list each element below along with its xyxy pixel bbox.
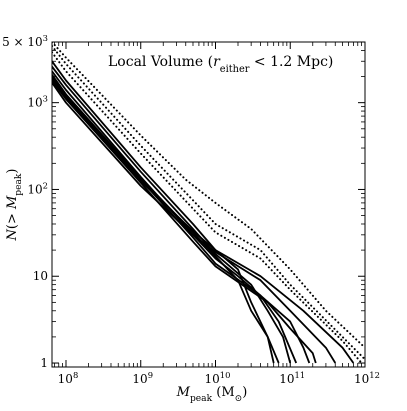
y-tick-label: 102 [27,180,48,196]
x-tick-label: 1010 [205,370,231,386]
x-tick-label: 109 [132,370,153,386]
x-tick-label: 1011 [279,370,305,386]
solid-series-line-8 [52,77,355,364]
dotted-series-line-9 [52,45,365,361]
solid-series-line-6 [52,74,280,364]
x-tick-label: 1012 [354,370,380,386]
series-layer [52,42,365,364]
y-tick-label: 103 [27,94,48,110]
dotted-series-line-10 [52,51,363,364]
x-axis-label: Mpeak (M⊙) [176,385,248,404]
y-tick-label: 1 [40,356,48,370]
tick-layer [52,41,366,367]
chart-title: Local Volume (reither < 1.2 Mpc) [108,54,333,75]
label-layer: 108 109 1010 1011 1012 1 10 102 103 5 × 103 Local … [2,33,380,404]
y-tick-label: 5 × 103 [2,33,48,49]
solid-series-line-7 [52,82,337,364]
solid-series-line-5 [52,79,317,364]
y-axis-label: N(> Mpeak) [5,168,24,241]
plot-frame [51,41,366,368]
solid-series-line-3 [52,70,298,364]
dotted-series-line-11 [52,42,365,349]
solid-series-line-2 [52,66,292,364]
y-tick-label: 10 [33,269,48,283]
x-tick-label: 108 [58,370,79,386]
y-axis-label-group: N(> Mpeak) [5,168,24,241]
